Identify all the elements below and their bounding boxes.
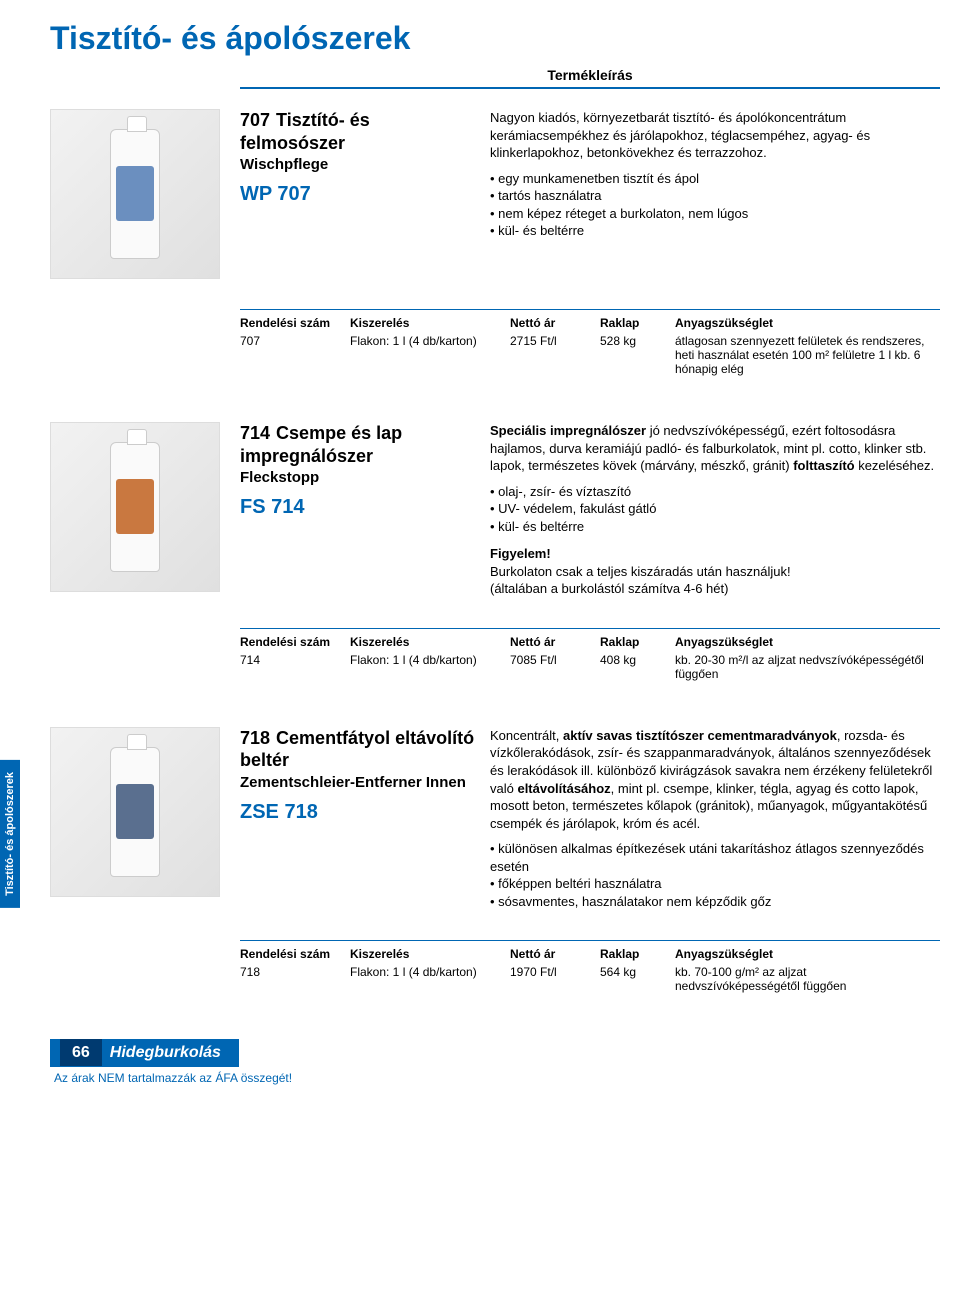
table-header: Rendelési szám [240, 316, 340, 330]
table-cell: 408 kg [600, 653, 665, 667]
table-header: Kiszerelés [350, 635, 500, 649]
table-header: Anyagszükséglet [675, 316, 930, 330]
bullet: UV- védelem, fakulást gátló [490, 500, 940, 518]
product-header: 718Cementfátyol eltávolító beltér Zements… [240, 727, 490, 824]
table-col: Rendelési szám 707 [240, 310, 350, 382]
product-subtitle: Zementschleier-Entferner Innen [240, 774, 475, 791]
table-header: Nettó ár [510, 635, 590, 649]
table-header: Anyagszükséglet [675, 947, 930, 961]
table-col: Kiszerelés Flakon: 1 l (4 db/karton) [350, 310, 510, 382]
table-cell: Flakon: 1 l (4 db/karton) [350, 334, 500, 348]
product-header: 714Csempe és lap impregnálószer Fleckstop… [240, 422, 490, 519]
bullet: egy munkamenetben tisztít és ápol [490, 170, 940, 188]
table-header: Nettó ár [510, 947, 590, 961]
product-image [50, 109, 220, 279]
bullet: nem képez réteget a burkolaton, nem lúgo… [490, 205, 940, 223]
page-footer: 66 Hidegburkolás Az árak NEM tartalmazzák… [50, 1039, 940, 1085]
table-col: Raklap 408 kg [600, 629, 675, 687]
table-cell: Flakon: 1 l (4 db/karton) [350, 965, 500, 979]
product-title: 707Tisztító- és felmosószer [240, 109, 475, 154]
bullet: sósavmentes, használatakor nem képződik … [490, 893, 940, 911]
table-col: Kiszerelés Flakon: 1 l (4 db/karton) [350, 629, 510, 687]
side-tab: Tisztító- és ápolószerek [0, 760, 20, 908]
product-code: ZSE 718 [240, 801, 475, 824]
table-cell: 718 [240, 965, 340, 979]
table-header: Raklap [600, 635, 665, 649]
table-cell: 564 kg [600, 965, 665, 979]
table-header: Kiszerelés [350, 316, 500, 330]
warning-block: Figyelem!Burkolaton csak a teljes kiszár… [490, 545, 940, 598]
product-header: 707Tisztító- és felmosószer Wischpflege WP… [240, 109, 490, 206]
table-cell: 7085 Ft/l [510, 653, 590, 667]
bullet: kül- és beltérre [490, 518, 940, 536]
bullet: tartós használatra [490, 187, 940, 205]
product-description: Koncentrált, aktív savas tisztítószer ce… [490, 727, 940, 910]
footer-note: Az árak NEM tartalmazzák az ÁFA összegét… [50, 1071, 940, 1085]
product-table: Rendelési szám 707 Kiszerelés Flakon: 1 l (… [240, 309, 940, 382]
product-table: Rendelési szám 714 Kiszerelés Flakon: 1 l (… [240, 628, 940, 687]
bullet: kül- és beltérre [490, 222, 940, 240]
product-title: 714Csempe és lap impregnálószer [240, 422, 475, 467]
table-header: Anyagszükséglet [675, 635, 930, 649]
product-image [50, 727, 220, 897]
table-col: Anyagszükséglet kb. 20-30 m²/l az aljzat … [675, 629, 940, 687]
table-col: Raklap 528 kg [600, 310, 675, 382]
page-number: 66 [60, 1039, 102, 1066]
product-table: Rendelési szám 718 Kiszerelés Flakon: 1 l (… [240, 940, 940, 999]
table-header: Rendelési szám [240, 635, 340, 649]
table-cell: 1970 Ft/l [510, 965, 590, 979]
product-block: 707Tisztító- és felmosószer Wischpflege WP… [50, 109, 940, 279]
product-block: 714Csempe és lap impregnálószer Fleckstop… [50, 422, 940, 598]
table-col: Nettó ár 1970 Ft/l [510, 941, 600, 999]
table-col: Rendelési szám 714 [240, 629, 350, 687]
table-cell: 528 kg [600, 334, 665, 348]
product-code: FS 714 [240, 496, 475, 519]
table-col: Rendelési szám 718 [240, 941, 350, 999]
table-header: Kiszerelés [350, 947, 500, 961]
product-description: Speciális impregnálószer jó nedvszívókép… [490, 422, 940, 598]
table-header: Rendelési szám [240, 947, 340, 961]
section-header: Termékleírás [240, 67, 940, 89]
table-col: Nettó ár 7085 Ft/l [510, 629, 600, 687]
table-header: Raklap [600, 947, 665, 961]
table-col: Nettó ár 2715 Ft/l [510, 310, 600, 382]
table-col: Anyagszükséglet átlagosan szennyezett fel… [675, 310, 940, 382]
table-col: Raklap 564 kg [600, 941, 675, 999]
table-cell: 707 [240, 334, 340, 348]
table-cell: kb. 20-30 m²/l az aljzat nedvszívóképess… [675, 653, 930, 681]
table-header: Nettó ár [510, 316, 590, 330]
page-title: Tisztító- és ápolószerek [50, 20, 940, 57]
table-cell: Flakon: 1 l (4 db/karton) [350, 653, 500, 667]
product-description: Nagyon kiadós, környezetbarát tisztító- … [490, 109, 940, 240]
table-cell: átlagosan szennyezett felületek és rends… [675, 334, 930, 376]
table-col: Kiszerelés Flakon: 1 l (4 db/karton) [350, 941, 510, 999]
bullet: olaj-, zsír- és víztaszító [490, 483, 940, 501]
footer-section: Hidegburkolás [110, 1044, 221, 1061]
product-image [50, 422, 220, 592]
table-cell: 2715 Ft/l [510, 334, 590, 348]
bullet: főképpen beltéri használatra [490, 875, 940, 893]
product-title: 718Cementfátyol eltávolító beltér [240, 727, 475, 772]
product-subtitle: Wischpflege [240, 156, 475, 173]
product-code: WP 707 [240, 183, 475, 206]
product-subtitle: Fleckstopp [240, 469, 475, 486]
product-block: 718Cementfátyol eltávolító beltér Zements… [50, 727, 940, 910]
table-header: Raklap [600, 316, 665, 330]
table-cell: kb. 70-100 g/m² az aljzat nedvszívóképes… [675, 965, 930, 993]
table-cell: 714 [240, 653, 340, 667]
bullet: különösen alkalmas építkezések utáni tak… [490, 840, 940, 875]
table-col: Anyagszükséglet kb. 70-100 g/m² az aljzat… [675, 941, 940, 999]
